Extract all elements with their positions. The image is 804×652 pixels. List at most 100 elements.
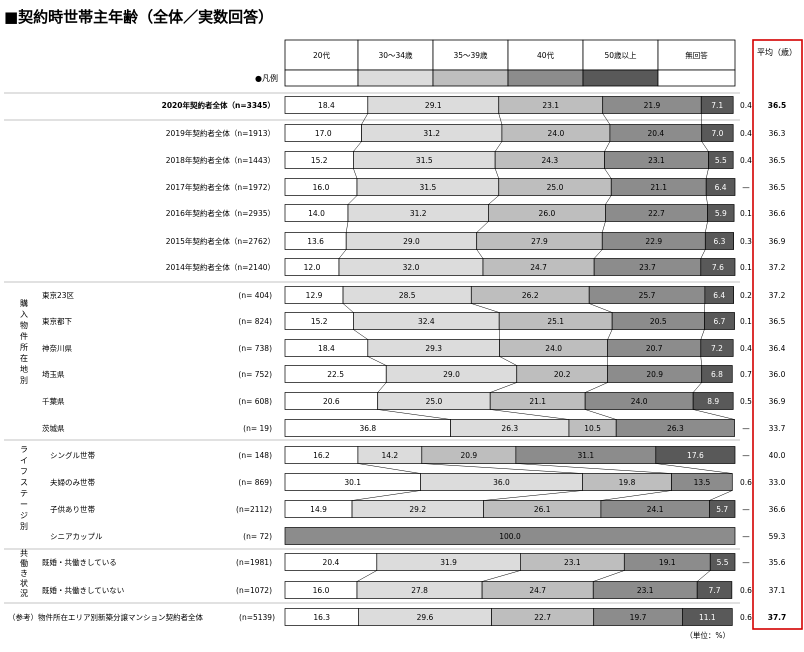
bar-value-label: 20.4	[647, 129, 664, 138]
connector-line	[499, 356, 517, 366]
bar-value-label: 26.3	[667, 424, 684, 433]
group-label-char: フ	[20, 467, 28, 476]
connector-line	[602, 221, 606, 233]
row-label: 神奈川県	[42, 343, 72, 353]
bar-value-label: 20.5	[650, 317, 667, 326]
bar-segment	[704, 312, 735, 330]
connector-line	[602, 113, 611, 125]
noanswer-value: —	[742, 532, 750, 541]
group-label-char: テ	[20, 489, 28, 498]
connector-line	[357, 463, 421, 474]
bar-value-label: 16.3	[313, 613, 330, 622]
noanswer-value: 0.7	[740, 370, 752, 379]
connector-line	[692, 382, 702, 393]
connector-line	[471, 303, 500, 313]
bar-value-label: 27.9	[531, 237, 548, 246]
noanswer-value: 0.6	[740, 478, 752, 487]
bar-value-label: 26.3	[501, 424, 518, 433]
bar-value-label: 5.5	[715, 156, 727, 165]
bar-value-label: 7.2	[711, 344, 723, 353]
bar-value-label: 27.8	[411, 586, 428, 595]
bar-value-label: 6.4	[713, 291, 725, 300]
group-label-char: き	[20, 569, 28, 578]
bar-value-label: 31.5	[420, 183, 437, 192]
noanswer-value: —	[742, 451, 750, 460]
legend-header-label: 35～39歳	[453, 50, 488, 60]
connector-line	[515, 463, 672, 474]
row-n-label: (n=1072)	[236, 586, 272, 595]
connector-line	[352, 490, 421, 501]
bar-value-label: 7.6	[712, 263, 724, 272]
bar-value-label: 5.7	[716, 505, 728, 514]
connector-line	[345, 221, 349, 233]
row-n-label: (n= 148)	[238, 451, 272, 460]
bar-value-label: 100.0	[499, 532, 521, 541]
connector-line	[604, 168, 612, 179]
average-value: 36.5	[769, 156, 786, 165]
bar-value-label: 25.1	[547, 317, 564, 326]
row-label: 2018年契約者全体（n=1443）	[166, 155, 275, 165]
connector-line	[705, 195, 708, 205]
bar-value-label: 15.2	[311, 317, 328, 326]
connector-line	[585, 382, 608, 393]
row-label: 千葉県	[42, 396, 65, 406]
bar-value-label: 31.1	[577, 451, 594, 460]
chart-title: ■契約時世帯主年齢（全体／実数回答）	[4, 8, 273, 26]
legend-header-cell	[284, 39, 359, 71]
connector-line	[356, 570, 377, 582]
connector-line	[700, 356, 702, 366]
bar-value-label: 14.9	[310, 505, 327, 514]
bar-value-label: 24.1	[647, 505, 664, 514]
row-label: 2016年契約者全体（n=2935）	[166, 208, 275, 218]
bar-value-label: 12.0	[304, 263, 321, 272]
connector-line	[593, 570, 625, 582]
row-label: 2019年契約者全体（n=1913）	[166, 128, 275, 138]
bar-value-label: 7.0	[711, 129, 723, 138]
bar-value-label: 16.0	[313, 183, 330, 192]
bar-value-label: 7.7	[709, 586, 721, 595]
average-value: 33.7	[769, 424, 786, 433]
bar-value-label: 16.0	[313, 586, 330, 595]
row-n-label: (n=5139)	[239, 613, 275, 622]
noanswer-value: 0.4	[740, 129, 752, 138]
connector-line	[476, 221, 489, 233]
bar-segment	[705, 178, 736, 196]
legend: 20代 30～34歳 35～39歳 40代 50歳以上 無回答	[284, 39, 736, 87]
bar-value-label: 31.2	[423, 129, 440, 138]
average-value: 36.0	[769, 370, 786, 379]
group-label-char: イ	[20, 456, 28, 465]
bar-value-label: 29.3	[425, 344, 442, 353]
connector-line	[693, 409, 735, 420]
bar-value-label: 31.5	[416, 156, 433, 165]
bar-value-label: 18.4	[318, 101, 335, 110]
bar-value-label: 29.0	[403, 237, 420, 246]
legend-header-cell	[357, 39, 434, 71]
bar-segment	[701, 124, 734, 142]
bar-segment	[709, 553, 736, 571]
connector-line	[353, 329, 368, 340]
bar-value-label: 23.1	[542, 101, 559, 110]
row-label: シングル世帯	[50, 450, 95, 460]
average-value: 33.0	[769, 478, 786, 487]
bars: 18.4 29.1 23.1 21.9 7.1 17.0 31.2 24.0 20.4 7.0 15…	[284, 96, 736, 626]
row-label: 埼玉県	[42, 369, 65, 379]
connector-line	[705, 221, 708, 233]
average-value: 36.5	[768, 101, 787, 110]
average-value: 37.1	[769, 586, 786, 595]
connector-line	[705, 168, 709, 179]
bar-value-label: 5.5	[717, 558, 729, 567]
noanswer-value: 0.4	[740, 344, 752, 353]
bar-segment	[704, 232, 734, 250]
connector-line	[377, 409, 451, 420]
bar-segment	[671, 473, 733, 491]
bar-value-label: 24.0	[548, 129, 565, 138]
row-n-label: (n=2112)	[236, 505, 272, 514]
connector-line	[476, 249, 484, 259]
bar-value-label: 6.3	[714, 237, 726, 246]
bar-segment	[655, 446, 736, 464]
bar-value-label: 19.1	[659, 558, 676, 567]
bar-value-label: 32.0	[403, 263, 420, 272]
row-label: 東京都下	[42, 316, 72, 326]
connector-line	[353, 141, 362, 152]
